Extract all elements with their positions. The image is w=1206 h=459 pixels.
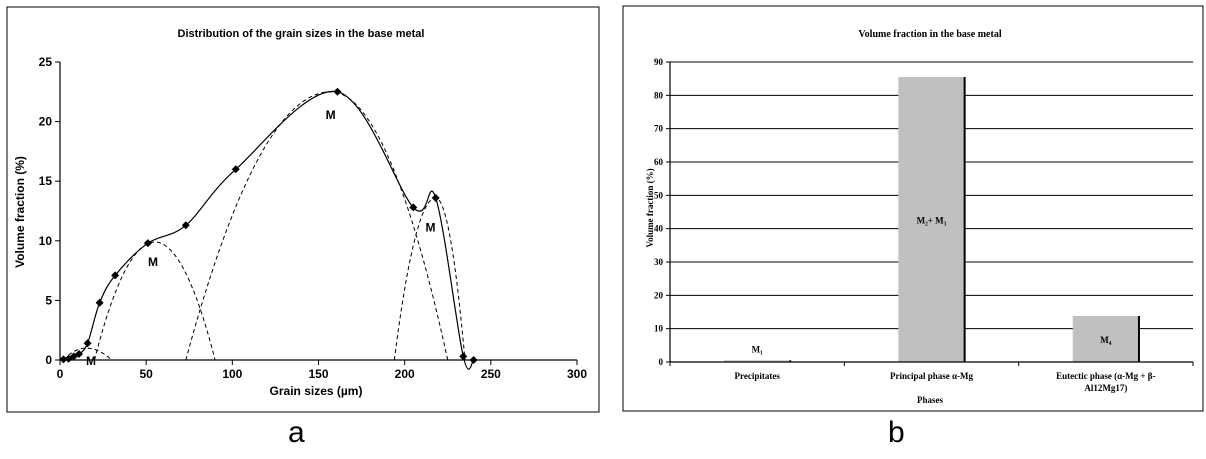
x-tick-label: 100: [222, 367, 242, 381]
y-tick-label: 5: [45, 293, 52, 307]
data-point: [95, 298, 104, 307]
data-point: [459, 352, 468, 361]
panel-label-b: b: [888, 416, 905, 449]
chart-border: [6, 6, 600, 413]
y-tick-label: 0: [659, 357, 664, 367]
x-tick-label: 150: [308, 367, 328, 381]
y-tick-label: 80: [654, 90, 664, 100]
data-point: [469, 356, 478, 364]
data-point: [333, 87, 342, 96]
data-point: [143, 239, 152, 248]
chart-title: Volume fraction in the base metal: [858, 29, 1001, 40]
peak-annotation: M: [86, 354, 96, 368]
bar: [724, 360, 791, 362]
y-tick-label: 10: [654, 324, 664, 334]
x-tick-label: 250: [481, 367, 501, 381]
data-point: [74, 350, 83, 359]
peak-annotation: M: [326, 108, 336, 122]
y-tick-label: 60: [654, 157, 664, 167]
y-axis-label: Volume fraction (%): [645, 168, 655, 247]
fitted-peak-curve-4: [393, 197, 466, 361]
y-tick-label: 20: [654, 290, 664, 300]
x-tick-label: 300: [567, 367, 587, 381]
y-tick-label: 90: [654, 57, 664, 67]
peak-annotation: M: [148, 255, 158, 269]
bar: [898, 77, 965, 362]
data-point: [231, 165, 240, 174]
y-tick-label: 70: [654, 124, 664, 134]
grain-size-distribution-chart: Distribution of the grain sizes in the b…: [6, 6, 600, 413]
data-point: [83, 339, 92, 348]
volume-fraction-chart: Volume fraction in the base metal Phases…: [622, 5, 1204, 412]
x-axis-label: Phases: [917, 395, 944, 405]
y-tick-label: 20: [39, 115, 53, 129]
x-axis-label: Grain sizes (µm): [270, 384, 363, 398]
y-tick-label: 30: [654, 257, 664, 267]
bar: [1072, 316, 1139, 362]
fitted-peak-curve-1: [63, 347, 113, 361]
fitted-peak-curve-3: [185, 91, 449, 361]
y-tick-label: 50: [654, 190, 664, 200]
y-tick-label: 15: [39, 174, 53, 188]
category-label: Eutectic phase (α-Mg + β-Al12Mg17): [1056, 371, 1155, 393]
data-point: [59, 355, 68, 364]
x-tick-label: 0: [57, 367, 64, 381]
y-tick-label: 25: [39, 55, 53, 69]
peak-annotation: M: [426, 220, 436, 234]
category-label: Principal phase α-Mg: [890, 371, 974, 381]
bar-label: M₄: [1100, 335, 1111, 345]
data-point: [111, 271, 120, 280]
y-tick-label: 0: [45, 353, 52, 367]
volume-fraction-panel: Volume fraction in the base metal Phases…: [610, 0, 1206, 459]
bar-label: M₁: [752, 344, 763, 354]
data-point: [431, 193, 440, 202]
y-tick-label: 40: [654, 224, 664, 234]
chart-title: Distribution of the grain sizes in the b…: [178, 28, 425, 40]
x-tick-label: 50: [139, 367, 153, 381]
category-label: Precipitates: [735, 371, 781, 381]
panel-label-a: a: [288, 416, 305, 449]
fitted-peak-curve-2: [93, 241, 216, 361]
data-point: [409, 203, 418, 212]
data-point: [181, 221, 190, 230]
grain-size-distribution-panel: Distribution of the grain sizes in the b…: [6, 6, 600, 449]
x-tick-label: 200: [395, 367, 415, 381]
y-tick-label: 10: [39, 234, 53, 248]
bar-label: M₂+ M₃: [917, 216, 947, 226]
y-axis-label: Volume fraction (%): [13, 156, 27, 268]
